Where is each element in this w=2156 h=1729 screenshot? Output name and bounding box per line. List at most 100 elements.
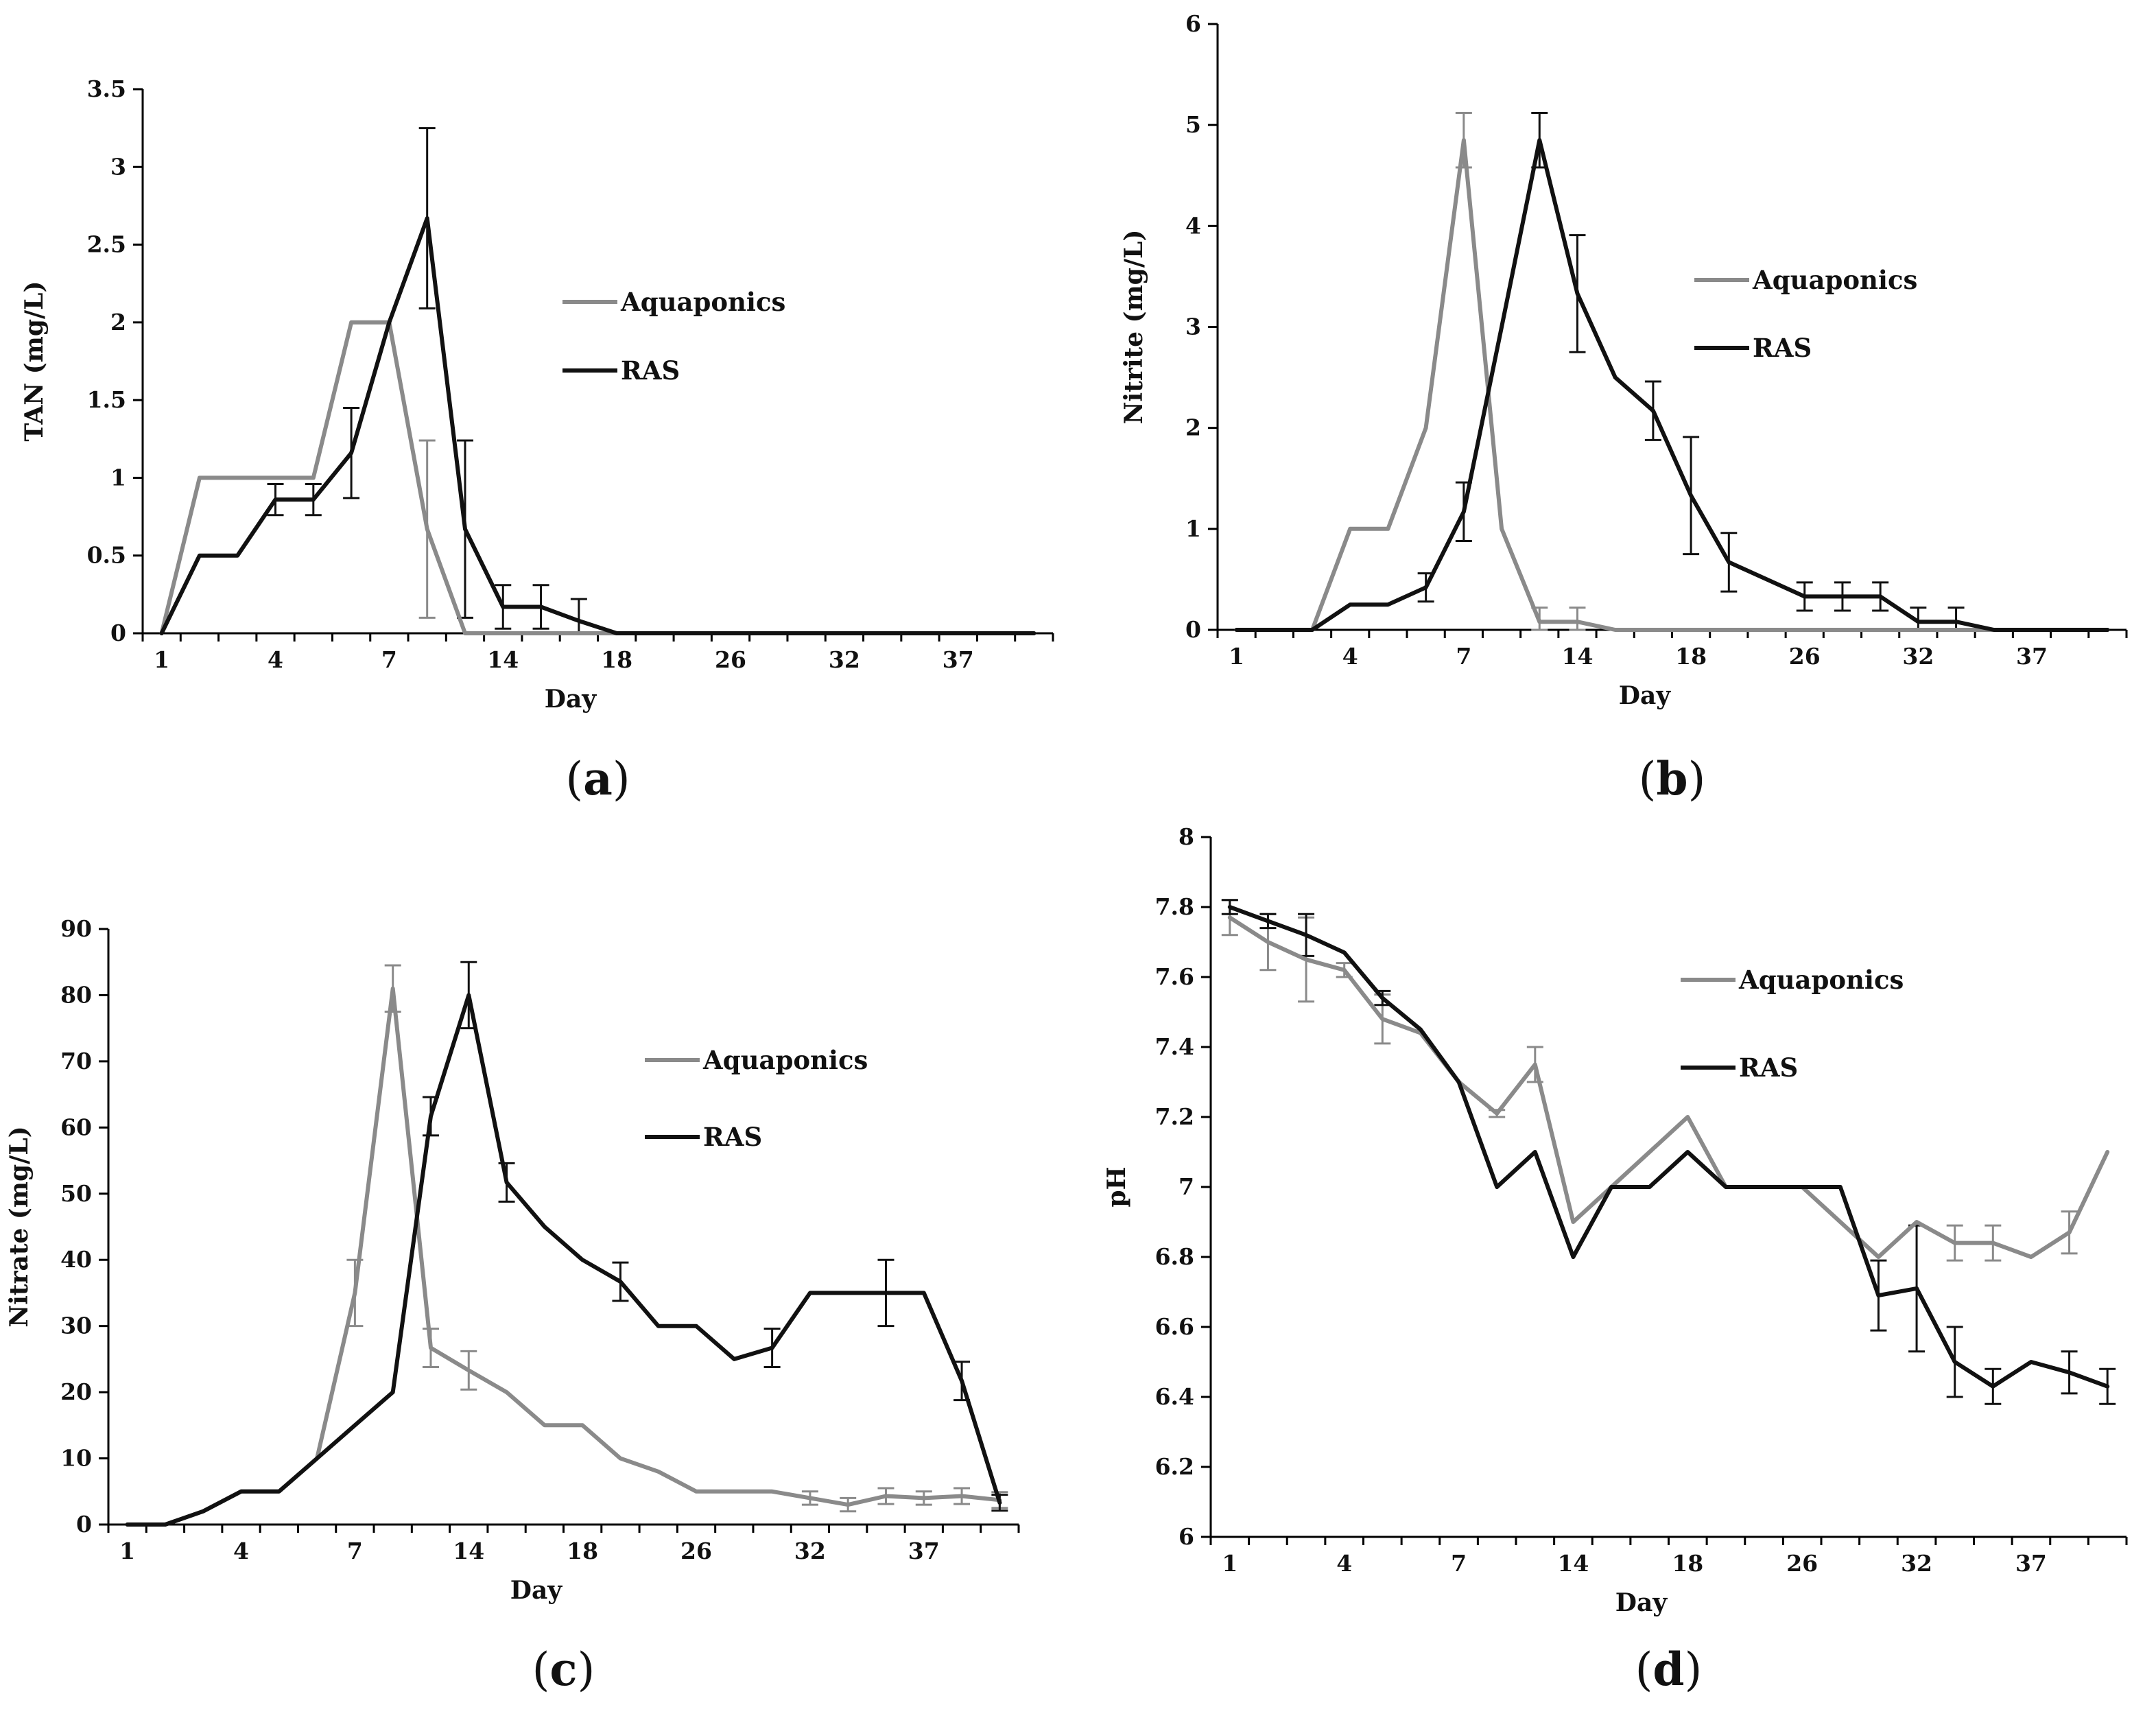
legend-label-aquaponics: Aquaponics xyxy=(1738,965,1904,995)
x-axis-title: Day xyxy=(510,1576,563,1605)
panel-label: (b) xyxy=(1639,752,1706,805)
y-tick-label: 70 xyxy=(60,1048,92,1074)
y-tick-label: 3 xyxy=(110,153,126,180)
legend-label-aquaponics: Aquaponics xyxy=(620,287,785,317)
legend-label-aquaponics: Aquaponics xyxy=(1752,265,1917,295)
x-tick-label: 37 xyxy=(908,1538,940,1564)
panel-label: (c) xyxy=(532,1643,595,1696)
y-tick-label: 6 xyxy=(1178,1523,1194,1550)
y-tick-label: 1.5 xyxy=(87,386,126,413)
y-tick-label: 7.8 xyxy=(1155,893,1194,920)
y-tick-label: 2 xyxy=(1185,414,1201,441)
x-tick-label: 7 xyxy=(347,1538,363,1564)
x-tick-label: 7 xyxy=(1451,1550,1467,1577)
x-tick-label: 4 xyxy=(233,1538,249,1564)
x-tick-label: 32 xyxy=(829,646,860,673)
x-tick-label: 26 xyxy=(715,646,746,673)
y-tick-label: 2.5 xyxy=(87,231,126,258)
y-tick-label: 7.4 xyxy=(1155,1033,1194,1060)
x-tick-label: 1 xyxy=(154,646,169,673)
y-tick-label: 50 xyxy=(60,1180,92,1207)
x-tick-label: 18 xyxy=(1675,643,1707,670)
y-tick-label: 8 xyxy=(1178,823,1194,850)
y-tick-label: 7.2 xyxy=(1155,1103,1194,1130)
x-tick-label: 18 xyxy=(601,646,632,673)
panel-label: (a) xyxy=(565,752,630,805)
series-line-aquaponics xyxy=(125,986,1002,1527)
y-tick-label: 80 xyxy=(60,981,92,1008)
series-line-ras xyxy=(1234,138,2110,632)
y-tick-label: 20 xyxy=(60,1378,92,1405)
y-tick-label: 0 xyxy=(110,620,126,646)
x-axis-title: Day xyxy=(1619,681,1672,710)
y-tick-label: 30 xyxy=(60,1313,92,1339)
x-tick-label: 14 xyxy=(1562,643,1594,670)
y-axis-title: pH xyxy=(1102,1166,1131,1207)
chart-panel-d: 66.26.46.66.877.27.47.67.881 4 7 14 18 26 32 37… xyxy=(1102,823,2128,1696)
x-tick-label: 14 xyxy=(487,646,519,673)
series-line-aquaponics xyxy=(1234,138,2110,632)
y-tick-label: 6 xyxy=(1185,10,1201,37)
x-tick-label: 7 xyxy=(1456,643,1471,670)
x-tick-label: 4 xyxy=(1342,643,1358,670)
y-tick-label: 6.6 xyxy=(1155,1313,1194,1340)
error-bar-ras xyxy=(570,598,587,635)
x-tick-label: 18 xyxy=(1672,1550,1703,1577)
x-tick-label: 32 xyxy=(1901,1550,1932,1577)
x-tick-label: 32 xyxy=(1902,643,1934,670)
x-tick-label: 37 xyxy=(2016,643,2048,670)
y-tick-label: 6.8 xyxy=(1155,1243,1194,1270)
y-tick-label: 0 xyxy=(1185,616,1201,643)
y-tick-label: 90 xyxy=(60,915,92,942)
legend-label-aquaponics: Aquaponics xyxy=(702,1045,868,1075)
y-axis-title: Nitrite (mg/L) xyxy=(1120,230,1148,425)
legend-label-ras: RAS xyxy=(703,1122,762,1152)
x-tick-label: 26 xyxy=(1786,1550,1818,1577)
series-line-ras xyxy=(159,216,1036,635)
error-bar-aquaponics xyxy=(1569,607,1586,631)
y-axis-title: Nitrate (mg/L) xyxy=(5,1126,34,1327)
y-tick-label: 6.4 xyxy=(1155,1383,1194,1410)
y-axis-title: TAN (mg/L) xyxy=(20,281,49,442)
series-line-aquaponics xyxy=(1227,915,2110,1259)
x-tick-label: 32 xyxy=(794,1538,826,1564)
series-line-ras xyxy=(1227,905,2110,1389)
y-tick-label: 3.5 xyxy=(87,75,126,102)
y-tick-label: 3 xyxy=(1185,314,1201,340)
x-tick-label: 1 xyxy=(1229,643,1244,670)
y-tick-label: 5 xyxy=(1185,111,1201,138)
y-tick-label: 10 xyxy=(60,1445,92,1472)
panel-label: (d) xyxy=(1635,1643,1703,1696)
y-tick-label: 4 xyxy=(1185,212,1201,239)
x-tick-label: 26 xyxy=(680,1538,712,1564)
legend-label-ras: RAS xyxy=(1753,333,1812,363)
y-tick-label: 1 xyxy=(1185,515,1201,542)
y-tick-label: 0.5 xyxy=(87,542,126,569)
y-tick-label: 7.6 xyxy=(1155,963,1194,990)
x-tick-label: 14 xyxy=(453,1538,484,1564)
x-tick-label: 26 xyxy=(1789,643,1821,670)
legend-label-ras: RAS xyxy=(621,355,680,386)
y-tick-label: 6.2 xyxy=(1155,1453,1194,1480)
x-tick-label: 14 xyxy=(1557,1550,1589,1577)
x-tick-label: 37 xyxy=(2015,1550,2047,1577)
error-bar-ras xyxy=(1947,607,1965,631)
y-tick-label: 0 xyxy=(76,1511,92,1538)
y-tick-label: 1 xyxy=(110,464,126,491)
x-tick-label: 7 xyxy=(381,646,397,673)
x-tick-label: 1 xyxy=(1222,1550,1237,1577)
y-tick-label: 60 xyxy=(60,1114,92,1140)
x-axis-title: Day xyxy=(545,685,597,714)
x-tick-label: 37 xyxy=(943,646,974,673)
y-tick-label: 2 xyxy=(110,309,126,336)
x-tick-label: 1 xyxy=(119,1538,135,1564)
x-tick-label: 4 xyxy=(1336,1550,1352,1577)
y-tick-label: 7 xyxy=(1178,1173,1194,1200)
x-tick-label: 4 xyxy=(268,646,283,673)
y-tick-label: 40 xyxy=(60,1246,92,1273)
series-line-ras xyxy=(125,993,1002,1527)
